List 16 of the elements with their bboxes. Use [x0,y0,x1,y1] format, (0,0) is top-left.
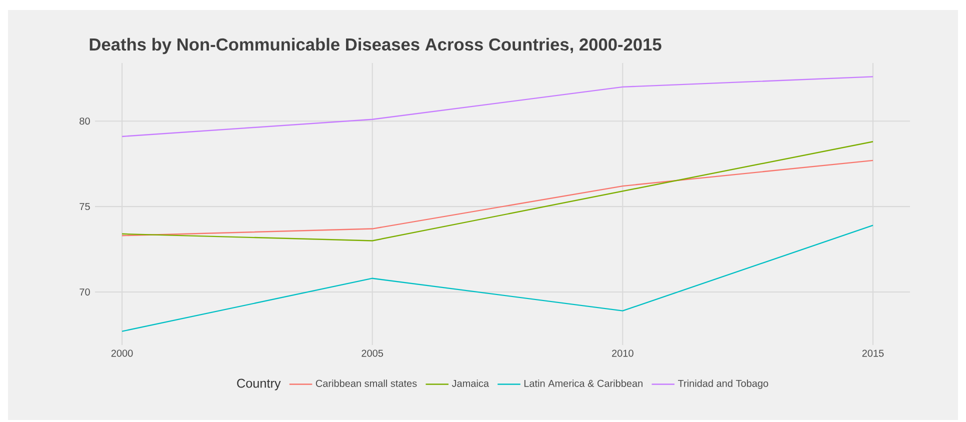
legend-title: Country [237,378,281,390]
y-tick-label: 70 [80,288,90,296]
legend-label: Jamaica [452,380,489,387]
line-series [121,160,874,236]
line-series [121,76,874,138]
x-tick-label: 2010 [612,350,634,357]
legend-label: Latin America & Caribbean [524,380,642,387]
y-tick-label: 80 [80,118,90,125]
chart-title: Deaths by Non-Communicable Diseases Across Countries, 2000-2015 [90,38,662,54]
x-tick-label: 2000 [111,350,133,357]
line-series [121,224,874,332]
x-tick-label: 2005 [362,350,384,357]
legend-label: Trinidad and Tobago [678,380,768,389]
x-tick-label: 2015 [862,350,884,357]
legend-label: Caribbean small states [316,380,417,387]
y-tick-label: 75 [80,203,90,210]
